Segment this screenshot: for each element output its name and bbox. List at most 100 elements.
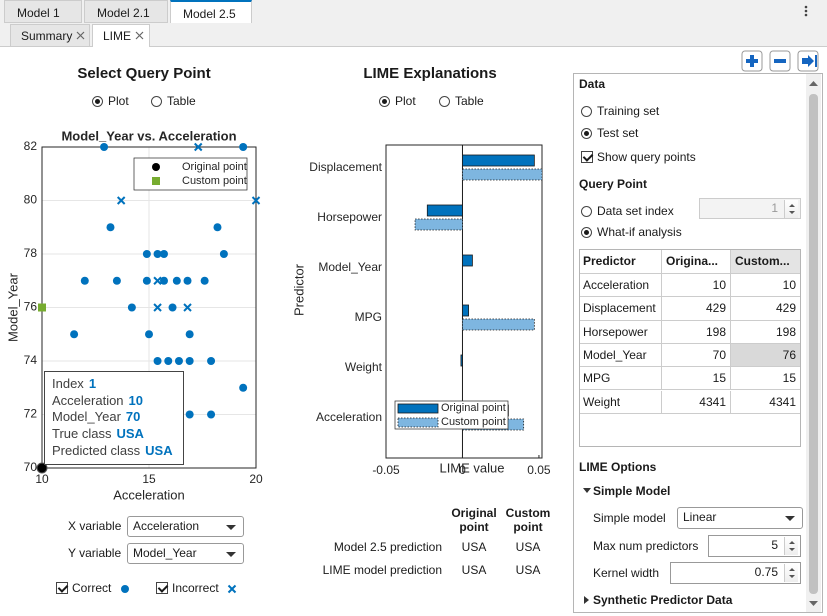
radio-button[interactable]: Table	[151, 93, 196, 109]
table-cell: 10	[662, 274, 731, 298]
cell-value: USA	[461, 563, 487, 577]
dropdown[interactable]: Acceleration	[127, 516, 244, 537]
spinner[interactable]: 1	[699, 198, 801, 219]
radio-label: Test set	[597, 126, 639, 140]
datatip-label: Acceleration	[52, 392, 124, 408]
datatip-row: Model_Year 70	[52, 409, 176, 426]
section-title: Data	[579, 77, 606, 91]
field-label: Y variable	[68, 546, 122, 560]
radio-button[interactable]: Plot	[92, 93, 129, 109]
arrows[interactable]	[785, 564, 799, 582]
datatip-row: Index 1	[52, 376, 176, 393]
remove-button[interactable]	[769, 50, 791, 72]
table-frame	[579, 249, 801, 447]
tab-label: Model 2.5	[183, 7, 236, 21]
toolbar	[741, 50, 819, 72]
tab[interactable]: Model 1	[4, 0, 82, 23]
subsection-title: Synthetic Predictor Data	[593, 593, 733, 607]
scrollbar[interactable]	[806, 74, 821, 612]
menu-button[interactable]	[800, 2, 812, 20]
radio-button[interactable]: Plot	[379, 93, 416, 109]
datatip-row: Predicted class USA	[52, 443, 176, 460]
table-cell: 4341	[731, 390, 801, 414]
datatip-value: 10	[128, 392, 144, 408]
tab[interactable]: Model 2.5	[170, 0, 252, 23]
radio-button[interactable]: Data set index	[581, 203, 674, 219]
datatip-label: Index	[52, 376, 84, 391]
dropdown[interactable]: Model_Year	[127, 543, 244, 564]
spinner[interactable]: 0.75	[670, 562, 801, 584]
radio-button[interactable]: Training set	[581, 103, 659, 119]
close-icon[interactable]	[76, 31, 85, 40]
panel-title: LIME Explanations	[363, 65, 497, 82]
radio-button[interactable]: Test set	[581, 125, 638, 141]
export-button[interactable]	[797, 50, 819, 72]
cell-value: USA	[515, 563, 541, 577]
table-cell: 198	[662, 320, 731, 344]
subtab[interactable]: Summary	[10, 24, 90, 47]
datatip: Index 1 Acceleration 10 Model_Year 70 True cla…	[44, 371, 184, 465]
tab-label: Model 2.1	[97, 6, 150, 20]
column-header: Custom point	[505, 506, 551, 534]
dropdown[interactable]: Linear	[677, 507, 803, 529]
radio-button[interactable]: Table	[439, 93, 484, 109]
spinner[interactable]: 5	[708, 535, 801, 557]
table-cell: 198	[731, 320, 801, 344]
radio-circle	[439, 96, 450, 107]
arrows[interactable]	[785, 537, 799, 555]
table-cell: 429	[731, 297, 801, 321]
spinner-arrows	[784, 564, 798, 582]
cell-value: USA	[515, 540, 541, 554]
checkbox[interactable]: Correct	[56, 580, 111, 596]
radio-label: Data set index	[597, 204, 674, 218]
tab[interactable]: Model 2.1	[84, 0, 168, 23]
datatip-label: True class	[52, 426, 112, 442]
table-cell: Displacement	[579, 297, 662, 321]
subtab[interactable]: LIME	[92, 24, 150, 47]
section-title: LIME Options	[579, 460, 657, 474]
radio-circle	[581, 106, 592, 117]
close-icon[interactable]	[135, 31, 144, 40]
field-label: Kernel width	[593, 566, 660, 580]
datatip-row: Acceleration 10	[52, 393, 176, 410]
checkbox-box	[581, 151, 593, 163]
table-cell: 70	[662, 343, 731, 368]
expand-icon[interactable]	[584, 596, 589, 604]
field-label: X variable	[68, 519, 122, 533]
table-cell: Acceleration	[579, 274, 662, 298]
checkbox-label: Incorrect	[172, 581, 219, 595]
radio-circle	[92, 96, 103, 107]
spinner-arrows	[784, 537, 798, 555]
radio-label: Table	[167, 94, 196, 108]
radio-circle	[581, 227, 592, 238]
add-button[interactable]	[741, 50, 763, 72]
checkbox[interactable]: Show query points	[581, 149, 696, 165]
table-cell: 76	[731, 343, 801, 368]
checkbox[interactable]: Incorrect	[156, 580, 219, 596]
column-header: Original point	[451, 506, 497, 534]
arrows[interactable]	[785, 200, 799, 218]
datatip-value: USA	[145, 442, 173, 458]
table-cell: Weight	[579, 390, 662, 414]
datatip-value: 1	[88, 376, 97, 391]
datatip-row: True class USA	[52, 426, 176, 443]
table-header: Predictor	[579, 249, 662, 274]
table-cell: 429	[662, 297, 731, 321]
table-cell: 4341	[662, 390, 731, 414]
datatip-label: Predicted class	[52, 442, 141, 458]
field-label: Max num predictors	[593, 539, 699, 553]
radio-label: What-if analysis	[597, 225, 682, 239]
field-label: Simple model	[593, 511, 666, 525]
datatip-value: USA	[116, 426, 144, 442]
checkbox-label: Correct	[72, 581, 112, 595]
radio-label: Training set	[597, 104, 660, 118]
subtab-label: Summary	[21, 29, 73, 43]
tab-label: Model 1	[17, 6, 60, 20]
checkbox-label: Show query points	[597, 150, 696, 164]
radio-button[interactable]: What-if analysis	[581, 224, 682, 240]
section-title: Query Point	[579, 177, 648, 191]
table-cell: MPG	[579, 367, 662, 391]
panel-title: Select Query Point	[77, 65, 211, 82]
spinner-arrows	[784, 200, 798, 218]
expand-icon[interactable]	[583, 488, 591, 493]
